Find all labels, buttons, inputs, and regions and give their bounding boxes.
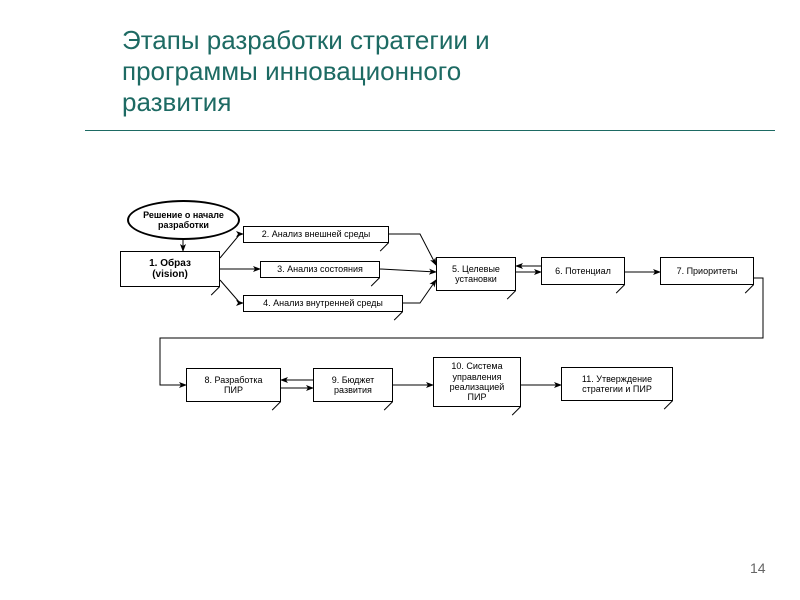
corner-tick-icon xyxy=(382,391,392,401)
corner-tick-icon xyxy=(378,232,388,242)
flowchart-node-n9: 9. Бюджет развития xyxy=(313,368,393,402)
flowchart-node-n11: 11. Утверждение стратегии и ПИР xyxy=(561,367,673,401)
flowchart-node-start: Решение о начале разработки xyxy=(127,200,240,240)
flowchart-node-n1: 1. Образ (vision) xyxy=(120,251,220,287)
flowchart-node-n7: 7. Приоритеты xyxy=(660,257,754,285)
node-label: 9. Бюджет развития xyxy=(332,375,375,396)
corner-tick-icon xyxy=(510,396,520,406)
node-label: 8. Разработка ПИР xyxy=(205,375,263,396)
node-label: 1. Образ (vision) xyxy=(149,258,191,281)
corner-tick-icon xyxy=(662,390,672,400)
node-label: 7. Приоритеты xyxy=(677,266,738,276)
corner-tick-icon xyxy=(743,274,753,284)
node-label: 6. Потенциал xyxy=(555,266,611,276)
node-label: 10. Система управления реализацией ПИР xyxy=(450,361,505,402)
page-title: Этапы разработки стратегии и программы и… xyxy=(122,25,490,118)
title-underline xyxy=(85,130,775,131)
flowchart-node-n3: 3. Анализ состояния xyxy=(260,261,380,278)
flowchart-node-n5: 5. Целевые установки xyxy=(436,257,516,291)
edge-n3-n5 xyxy=(380,269,436,272)
corner-tick-icon xyxy=(270,391,280,401)
node-label: Решение о начале разработки xyxy=(143,210,224,231)
flowchart-node-n4: 4. Анализ внутренней среды xyxy=(243,295,403,312)
flowchart-node-n2: 2. Анализ внешней среды xyxy=(243,226,389,243)
edge-n1-n2 xyxy=(220,234,243,258)
node-label: 5. Целевые установки xyxy=(452,264,500,285)
flowchart-node-n6: 6. Потенциал xyxy=(541,257,625,285)
node-label: 11. Утверждение стратегии и ПИР xyxy=(582,374,652,395)
corner-tick-icon xyxy=(369,267,379,277)
corner-tick-icon xyxy=(392,301,402,311)
page-number: 14 xyxy=(750,560,766,576)
corner-tick-icon xyxy=(505,280,515,290)
edge-n2-n5 xyxy=(389,234,436,265)
corner-tick-icon xyxy=(209,276,219,286)
node-label: 2. Анализ внешней среды xyxy=(262,229,370,239)
flowchart-node-n8: 8. Разработка ПИР xyxy=(186,368,281,402)
node-label: 3. Анализ состояния xyxy=(277,264,363,274)
corner-tick-icon xyxy=(614,274,624,284)
flowchart-node-n10: 10. Система управления реализацией ПИР xyxy=(433,357,521,407)
edge-n4-n5 xyxy=(403,280,436,303)
edge-n1-n4 xyxy=(220,280,243,303)
node-label: 4. Анализ внутренней среды xyxy=(263,298,383,308)
